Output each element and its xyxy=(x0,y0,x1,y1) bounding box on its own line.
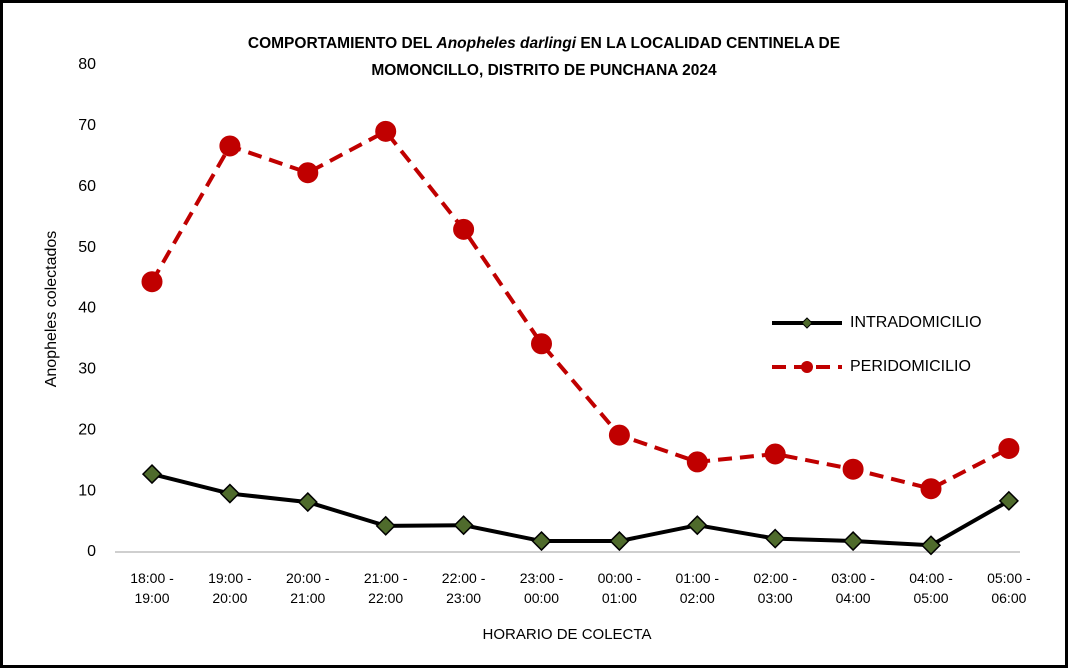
marker xyxy=(920,478,942,500)
x-tick-label: 05:00 - 06:00 xyxy=(987,570,1031,606)
legend-label: INTRADOMICILIO xyxy=(850,314,982,331)
marker xyxy=(765,528,786,549)
marker xyxy=(687,515,708,536)
x-tick-label: 22:00 - 23:00 xyxy=(441,570,486,606)
title-part: COMPORTAMIENTO DEL xyxy=(248,35,432,52)
x-tick-label: 02:00 - 03:00 xyxy=(753,570,797,606)
marker xyxy=(920,535,942,556)
x-tick-label: 03:00 - 04:00 xyxy=(831,570,875,606)
y-tick-label: 70 xyxy=(78,117,96,134)
x-tick-label: 04:00 - 05:00 xyxy=(909,570,953,606)
marker xyxy=(764,443,786,465)
chart-title: MOMONCILLO, DISTRITO DE PUNCHANA 2024 xyxy=(371,62,717,79)
legend-marker xyxy=(801,317,813,329)
marker xyxy=(686,451,708,473)
y-axis-label: Anopheles colectados xyxy=(43,231,60,388)
marker xyxy=(219,135,241,157)
line xyxy=(150,129,1010,491)
x-axis-label: HORARIO DE COLECTA xyxy=(483,626,652,643)
y-tick-label: 10 xyxy=(78,482,96,499)
x-tick-label: 23:00 - 00:00 xyxy=(519,570,564,606)
marker xyxy=(141,271,163,293)
x-tick-label: 21:00 - 22:00 xyxy=(363,570,408,606)
marker xyxy=(375,515,396,536)
chart-title: COMPORTAMIENTO DEL Anopheles darlingi EN… xyxy=(248,35,840,52)
marker xyxy=(531,530,552,552)
y-tick-label: 50 xyxy=(78,239,96,256)
marker xyxy=(219,483,240,504)
marker xyxy=(297,492,318,513)
marker xyxy=(998,490,1019,511)
x-tick-label: 18:00 - 19:00 xyxy=(130,570,174,606)
legend-label: PERIDOMICILIO xyxy=(850,358,971,375)
marker xyxy=(531,333,552,355)
title-part: EN LA LOCALIDAD CENTINELA DE xyxy=(580,35,840,52)
marker xyxy=(609,530,630,552)
marker xyxy=(453,515,474,536)
y-tick-label: 40 xyxy=(78,300,96,317)
x-tick-label: 00:00 - 01:00 xyxy=(597,570,642,606)
legend-marker xyxy=(801,361,813,373)
marker xyxy=(842,458,864,480)
x-tick-label: 19:00 - 20:00 xyxy=(208,570,252,606)
marker xyxy=(141,464,163,485)
y-tick-label: 20 xyxy=(78,421,96,438)
marker xyxy=(297,162,319,184)
marker xyxy=(998,438,1020,460)
y-tick-label: 80 xyxy=(78,56,96,73)
y-tick-label: 0 xyxy=(87,543,96,560)
title-part: Anopheles darlingi xyxy=(436,35,577,52)
y-tick-label: 60 xyxy=(78,178,96,195)
marker xyxy=(375,120,397,142)
marker xyxy=(608,424,630,446)
line xyxy=(151,472,1010,548)
y-tick-label: 30 xyxy=(78,361,96,378)
x-tick-label: 01:00 - 02:00 xyxy=(675,570,720,606)
x-tick-label: 20:00 - 21:00 xyxy=(286,570,330,606)
marker xyxy=(453,218,475,240)
marker xyxy=(843,530,864,552)
